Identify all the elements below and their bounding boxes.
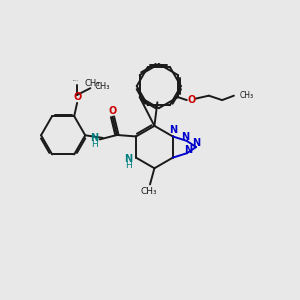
Text: N: N xyxy=(91,133,99,143)
Text: O: O xyxy=(108,106,117,116)
Text: N: N xyxy=(193,138,201,148)
Text: CH₃: CH₃ xyxy=(85,79,100,88)
Text: N: N xyxy=(169,125,177,135)
Text: O: O xyxy=(187,94,195,104)
Text: methoxy: methoxy xyxy=(73,80,79,81)
Text: CH₃: CH₃ xyxy=(141,187,158,196)
Text: H: H xyxy=(91,140,98,149)
Text: H: H xyxy=(125,160,132,169)
Text: N: N xyxy=(124,154,132,164)
Text: CH₃: CH₃ xyxy=(94,82,110,91)
Text: CH₃: CH₃ xyxy=(239,91,253,100)
Text: N: N xyxy=(181,132,189,142)
Text: O: O xyxy=(73,92,81,102)
Text: N: N xyxy=(184,145,192,155)
